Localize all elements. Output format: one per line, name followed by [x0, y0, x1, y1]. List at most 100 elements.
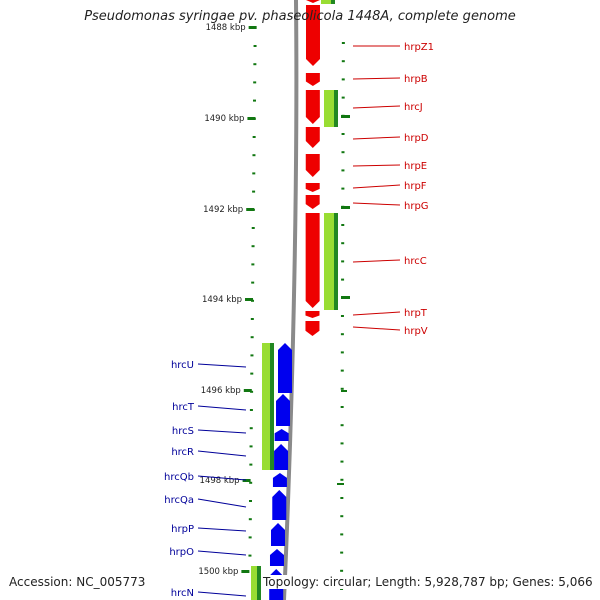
ruler-major-tick [247, 117, 256, 120]
red-gene-leader [352, 164, 401, 167]
red-gene-label: hrpG [404, 201, 429, 212]
accession-text: Accession: NC_005773 [9, 575, 146, 589]
ruler-tick [340, 497, 344, 499]
ruler-tick [248, 536, 252, 539]
ruler-tick [341, 96, 345, 99]
blue-gene-label: hrcN [171, 588, 194, 599]
blue-gene-arrow [276, 394, 291, 426]
blue-gene-leader [197, 527, 247, 532]
ruler-tick [249, 445, 253, 448]
red-gene-label: hrpB [404, 74, 428, 85]
red-gene-label: hrcC [404, 256, 427, 267]
red-gene-label: hrpV [404, 326, 428, 337]
blue-gene-arrow [270, 523, 285, 546]
ruler-tick [340, 442, 344, 445]
ruler-major-tick [341, 296, 350, 299]
ruler-tick [341, 260, 345, 263]
red-gene-label: hrpF [404, 181, 427, 192]
green-feature-hrcc-edge [334, 213, 338, 310]
red-gene-label: hrcJ [404, 102, 423, 113]
blue-gene-label: hrcQb [164, 472, 194, 483]
red-gene-label: hrpD [404, 133, 429, 144]
red-gene-arrow [305, 127, 320, 148]
ruler-label: 1496 kbp [201, 386, 241, 396]
red-gene-leader [352, 326, 401, 331]
ruler-tick [340, 369, 344, 372]
green-feature-bottom [251, 566, 261, 600]
ruler-tick [251, 281, 255, 284]
ruler-major-tick [242, 479, 251, 482]
ruler-tick [340, 406, 344, 408]
blue-gene-label: hrpO [169, 547, 194, 558]
red-gene-arrow [305, 213, 320, 308]
ruler-tick [251, 263, 255, 266]
red-gene-leader [352, 311, 401, 316]
ruler-tick [253, 63, 257, 66]
gene-features [251, 0, 338, 600]
ruler-label: 1498 kbp [200, 476, 240, 486]
ruler-label: 1500 kbp [198, 567, 238, 577]
ruler-tick [341, 169, 345, 172]
ruler-tick [253, 99, 257, 102]
ruler-labels: 1488 kbp 1490 kbp 1492 kbp 1494 kbp 1496 kbp… [198, 23, 350, 577]
ruler-tick [340, 551, 344, 554]
ruler-tick [250, 372, 254, 375]
ruler-major-tick [341, 206, 350, 209]
page-title: Pseudomonas syringae pv. phaseolicola 14… [84, 9, 516, 24]
red-gene-leader [352, 136, 401, 140]
ruler-tick [340, 351, 344, 354]
blue-gene-arrow [272, 490, 287, 520]
blue-gene-arrow [278, 343, 292, 393]
ruler-label: 1490 kbp [204, 114, 244, 124]
ruler-tick [250, 354, 254, 357]
ruler-major-tick [245, 298, 254, 301]
ruler-tick [341, 133, 345, 135]
ruler-tick [252, 172, 256, 175]
genome-summary-text: Topology: circular; Length: 5,928,787 bp… [261, 575, 595, 589]
ruler-tick [249, 427, 253, 430]
ruler-major-tick [246, 208, 255, 211]
red-gene-leader [352, 202, 401, 206]
ruler-tick [340, 588, 344, 590]
blue-gene-leader [197, 429, 247, 434]
green-feature-hrcj-edge [334, 90, 338, 127]
red-gene-leader [352, 184, 401, 189]
red-gene-arrow [305, 321, 320, 336]
ruler-major-tick [341, 115, 350, 118]
blue-gene-label: hrcQa [164, 495, 194, 506]
ruler-tick [251, 227, 255, 229]
red-gene-label: hrpE [404, 161, 427, 172]
ruler-tick [252, 154, 256, 157]
green-feature-top [321, 0, 335, 4]
blue-gene-leader [197, 498, 247, 508]
blue-gene-label: hrpP [171, 524, 194, 535]
green-feature-hrcu-edge [270, 343, 274, 470]
ruler-label: 1494 kbp [202, 295, 242, 305]
ruler-major-tick [337, 483, 344, 485]
red-gene-leader [352, 105, 401, 109]
ruler-tick [340, 460, 344, 463]
blue-gene-arrow [269, 549, 284, 566]
blue-gene-leader [197, 591, 247, 597]
ruler-tick [252, 136, 256, 138]
ruler-tick [249, 481, 253, 484]
gene-labels: hrpZ1 hrpB hrcJ hrpD hrpE hrpF hrpG hrcC hrpT hrp… [164, 42, 434, 599]
ruler-tick [249, 500, 252, 502]
green-feature-bottom-edge [257, 566, 261, 600]
ruler-tick [250, 318, 254, 320]
red-gene-arrow [306, 0, 320, 3]
red-gene-label: hrpT [404, 308, 428, 319]
red-gene-leader [352, 259, 401, 263]
ruler-tick [341, 151, 345, 154]
blue-gene-label: hrcT [172, 402, 195, 413]
blue-gene-leader [197, 475, 247, 481]
blue-gene-arrow [274, 429, 289, 441]
ruler-tick [250, 336, 254, 339]
blue-gene-arrow [274, 444, 289, 470]
green-feature-top-edge [331, 0, 335, 4]
ruler-label: 1488 kbp [206, 23, 246, 33]
ruler-tick [341, 60, 345, 63]
blue-gene-arrow [272, 473, 287, 487]
ruler-tick [341, 42, 345, 44]
blue-gene-label: hrcU [171, 360, 194, 371]
